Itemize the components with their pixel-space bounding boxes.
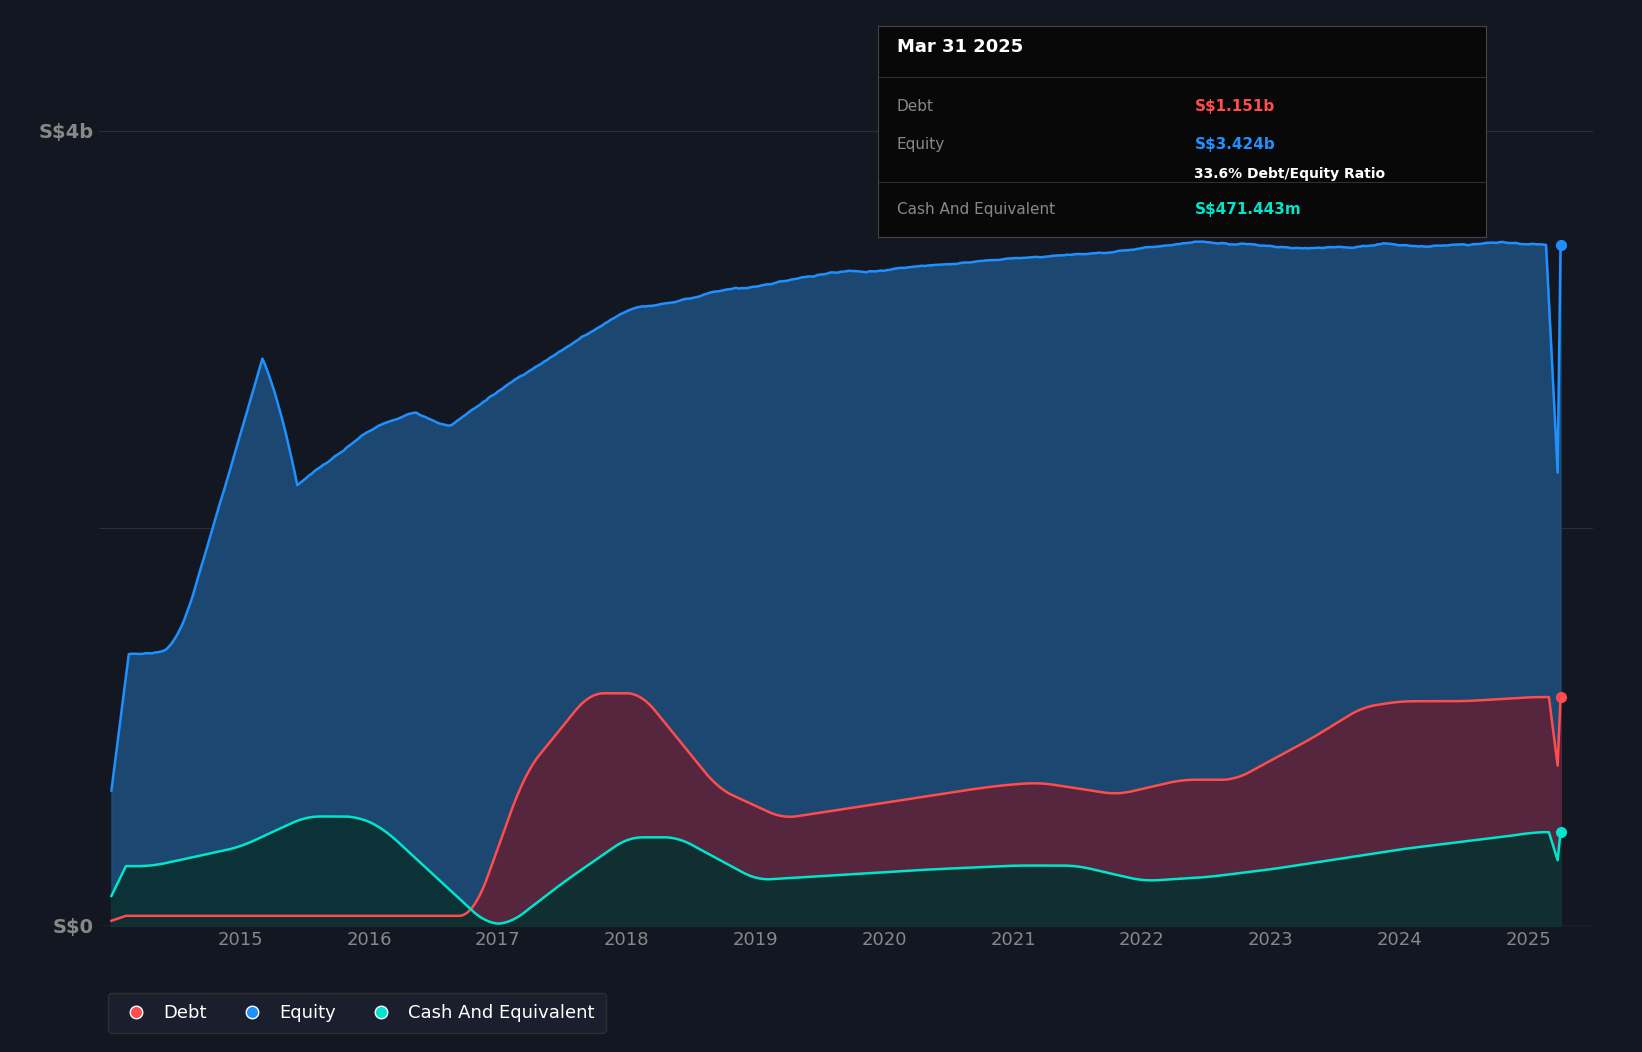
Text: Mar 31 2025: Mar 31 2025	[897, 38, 1023, 57]
Legend: Debt, Equity, Cash And Equivalent: Debt, Equity, Cash And Equivalent	[107, 993, 606, 1033]
Text: S$3.424b: S$3.424b	[1194, 137, 1276, 151]
Text: 33.6% Debt/Equity Ratio: 33.6% Debt/Equity Ratio	[1194, 166, 1386, 181]
Text: Debt: Debt	[897, 99, 934, 114]
Text: S$471.443m: S$471.443m	[1194, 202, 1300, 217]
Text: Equity: Equity	[897, 137, 944, 151]
Text: Cash And Equivalent: Cash And Equivalent	[897, 202, 1054, 217]
Text: S$1.151b: S$1.151b	[1194, 99, 1274, 114]
